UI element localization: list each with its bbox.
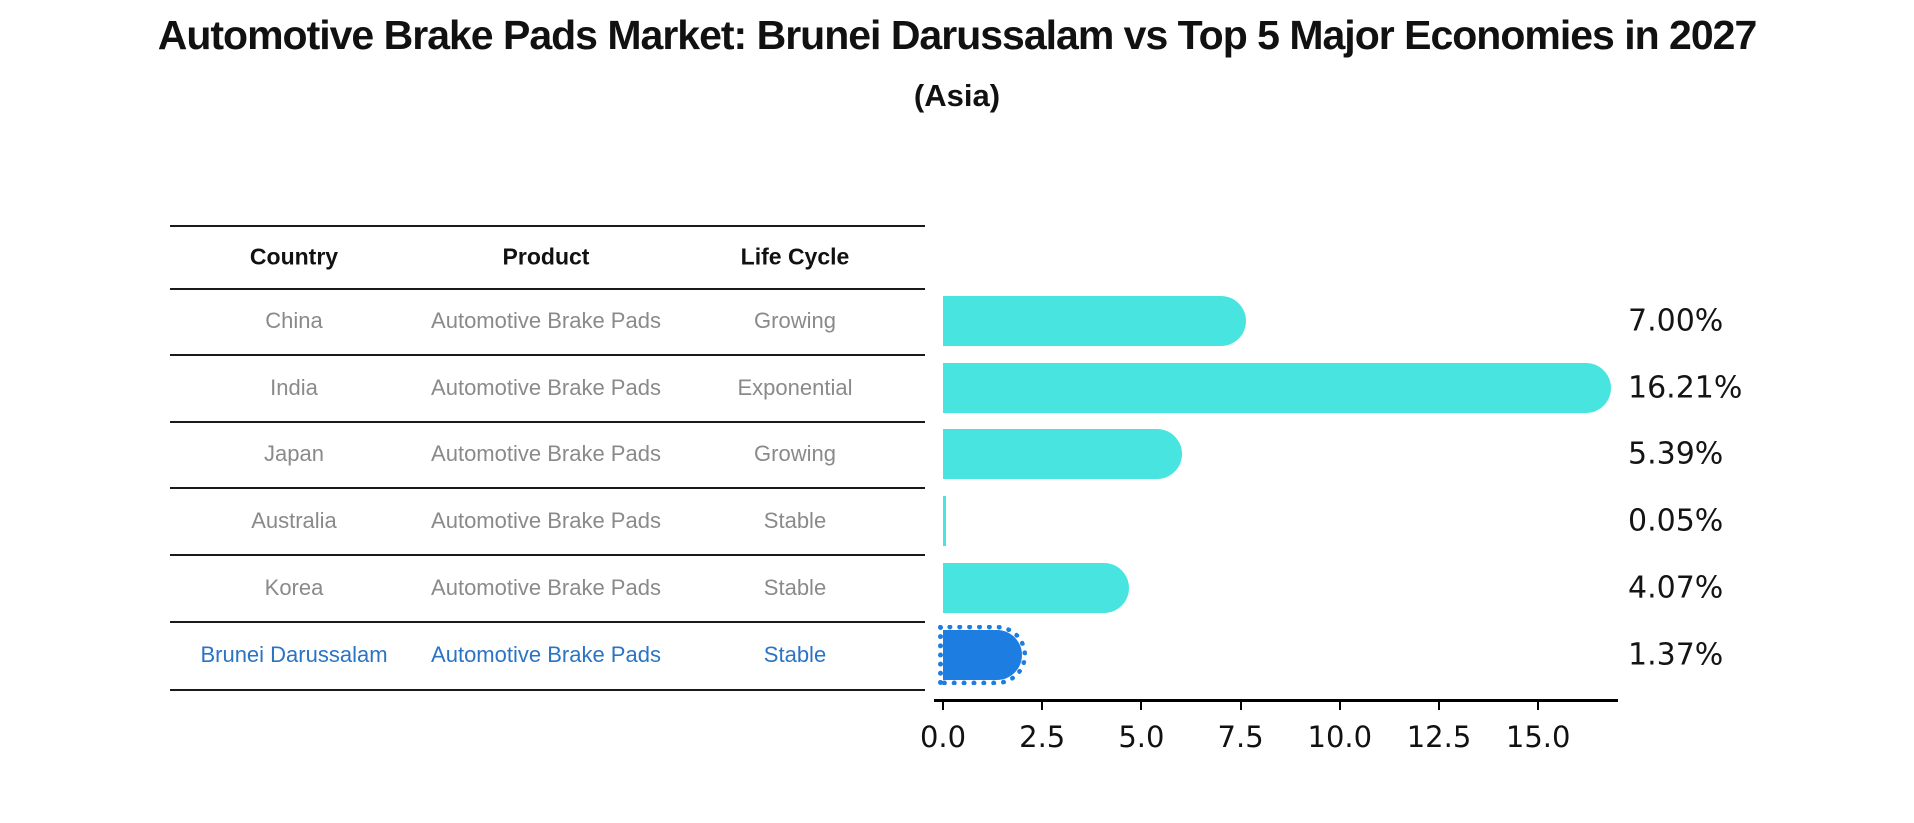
value-label-brunei-darussalam: 1.37%	[1628, 637, 1724, 673]
table-divider-line	[170, 621, 925, 623]
x-axis-tick-label: 15.0	[1505, 720, 1571, 754]
value-label-india: 16.21%	[1628, 370, 1743, 405]
chart-title: Automotive Brake Pads Market: Brunei Dar…	[157, 12, 1758, 58]
x-axis-tick	[1338, 699, 1341, 710]
cell-product: Automotive Brake Pads	[431, 642, 661, 667]
x-axis-tick-label: 2.5	[1019, 720, 1066, 754]
table-divider-line	[170, 288, 925, 290]
cell-lifecycle: Stable	[763, 507, 827, 533]
bar-australia	[943, 495, 946, 546]
x-axis-tick-label: 12.5	[1406, 720, 1472, 754]
x-axis-tick	[942, 699, 944, 710]
cell-product: Automotive Brake Pads	[431, 374, 661, 400]
bar-india	[943, 362, 1612, 413]
cell-product: Automotive Brake Pads	[431, 441, 661, 466]
x-axis-tick	[1041, 699, 1044, 710]
table-header-country: Country	[249, 243, 339, 270]
x-axis-tick	[1537, 699, 1540, 710]
x-axis-tick-label: 7.5	[1217, 720, 1264, 754]
cell-lifecycle: Growing	[754, 441, 836, 466]
cell-lifecycle: Growing	[754, 308, 836, 333]
cell-country: India	[270, 374, 318, 400]
value-label-korea: 4.07%	[1628, 570, 1724, 605]
cell-country: Brunei Darussalam	[200, 642, 388, 667]
value-label-china: 7.00%	[1628, 303, 1724, 339]
bar-japan	[943, 429, 1182, 479]
table-divider-line	[170, 487, 925, 489]
cell-country: Australia	[251, 507, 337, 533]
cell-country: China	[265, 308, 323, 333]
table-divider-line	[170, 689, 925, 691]
table-divider-line	[170, 421, 925, 423]
x-axis-tick-label: 5.0	[1118, 720, 1165, 754]
table-divider-line	[170, 225, 925, 227]
cell-product: Automotive Brake Pads	[431, 574, 661, 600]
table-header-product: Product	[502, 243, 590, 270]
x-axis-tick	[1239, 699, 1242, 710]
value-label-australia: 0.05%	[1628, 503, 1724, 538]
cell-lifecycle: Stable	[763, 642, 827, 667]
chart-subtitle: (Asia)	[913, 78, 1001, 113]
table-divider-line	[170, 554, 925, 556]
x-axis-line	[934, 699, 1618, 702]
x-axis-tick	[1140, 699, 1143, 710]
x-axis-tick-label: 0.0	[919, 720, 967, 754]
bar-korea	[943, 562, 1130, 613]
cell-product: Automotive Brake Pads	[431, 507, 661, 533]
table-header-lifecycle: Life Cycle	[740, 243, 850, 270]
cell-lifecycle: Exponential	[737, 374, 853, 400]
x-axis-tick-label: 10.0	[1307, 720, 1373, 754]
bar-china	[943, 296, 1246, 346]
cell-lifecycle: Stable	[763, 574, 827, 600]
value-label-japan: 5.39%	[1628, 436, 1724, 472]
cell-product: Automotive Brake Pads	[431, 308, 661, 333]
table-divider-line	[170, 354, 925, 356]
cell-country: Japan	[264, 441, 324, 466]
bar-brunei-darussalam	[938, 625, 1028, 685]
x-axis-tick	[1438, 699, 1440, 710]
cell-country: Korea	[264, 574, 324, 600]
